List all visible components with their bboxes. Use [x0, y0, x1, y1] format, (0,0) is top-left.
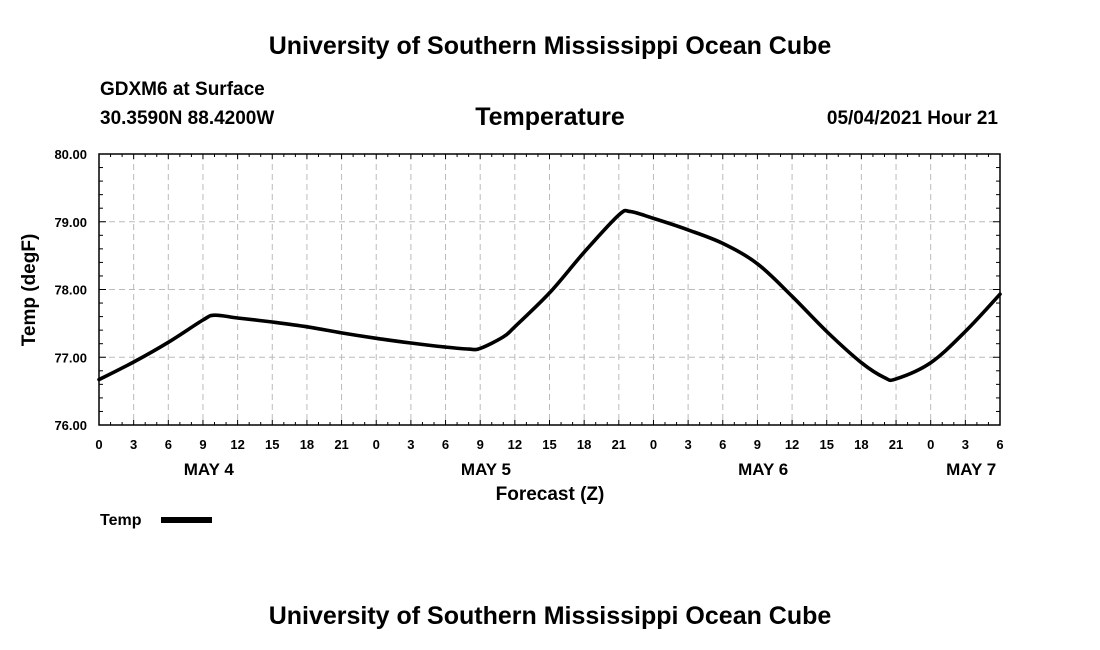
x-tick-label: 9	[477, 437, 484, 452]
day-labels: MAY 4 MAY 5 MAY 6 MAY 7	[184, 460, 996, 479]
y-tick-label: 78.00	[54, 283, 87, 298]
x-tick-label: 21	[889, 437, 903, 452]
x-tick-label: 3	[684, 437, 691, 452]
x-tick-label: 18	[854, 437, 868, 452]
y-tick-label: 80.00	[54, 147, 87, 162]
x-tick-label: 21	[612, 437, 626, 452]
x-tick-label: 18	[577, 437, 591, 452]
y-tick-label: 77.00	[54, 350, 87, 365]
x-tick-label: 9	[754, 437, 761, 452]
x-tick-label: 15	[542, 437, 556, 452]
legend-label: Temp	[100, 512, 142, 529]
temp-series-line	[97, 208, 1002, 383]
org-title-bottom: University of Southern Mississippi Ocean…	[269, 602, 832, 630]
x-tick-label: 9	[199, 437, 206, 452]
x-tick-label: 6	[719, 437, 726, 452]
day-label: MAY 4	[184, 460, 235, 479]
x-tick-label: 12	[508, 437, 522, 452]
org-title-top: University of Southern Mississippi Ocean…	[269, 32, 832, 60]
x-tick-label: 15	[819, 437, 833, 452]
x-tick-label: 3	[130, 437, 137, 452]
x-tick-label: 3	[407, 437, 414, 452]
station-coordinates: 30.3590N 88.4200W	[100, 108, 274, 129]
variable-title: Temperature	[475, 103, 625, 131]
x-tick-label: 6	[165, 437, 172, 452]
x-tick-label: 3	[962, 437, 969, 452]
x-tick-label: 21	[334, 437, 348, 452]
x-tick-labels: 0 3 6 9 12 15 18 21 0 3 6 9 12 15 18 21 0 3 6 9 12 15 18 21 0 3 6	[95, 437, 1003, 452]
y-tick-label: 79.00	[54, 215, 87, 230]
plot-frame	[98, 153, 1001, 426]
y-tick-labels: 76.00 77.00 78.00 79.00 80.00	[54, 147, 87, 433]
run-time-label: 05/04/2021 Hour 21	[827, 108, 999, 129]
day-label: MAY 7	[946, 460, 996, 479]
station-label: GDXM6 at Surface	[100, 79, 265, 100]
x-tick-label: 6	[442, 437, 449, 452]
x-tick-label: 18	[300, 437, 314, 452]
y-tick-label: 76.00	[54, 418, 87, 433]
x-tick-label: 15	[265, 437, 279, 452]
x-tick-label: 0	[650, 437, 657, 452]
x-tick-label: 0	[927, 437, 934, 452]
x-tick-label: 0	[373, 437, 380, 452]
x-tick-label: 12	[230, 437, 244, 452]
x-tick-label: 6	[996, 437, 1003, 452]
day-label: MAY 5	[461, 460, 511, 479]
day-label: MAY 6	[738, 460, 788, 479]
x-tick-label: 12	[785, 437, 799, 452]
y-axis-title: Temp (degF)	[19, 234, 40, 347]
grid-lines	[99, 154, 1000, 425]
x-tick-label: 0	[95, 437, 102, 452]
x-axis-title: Forecast (Z)	[496, 484, 605, 505]
